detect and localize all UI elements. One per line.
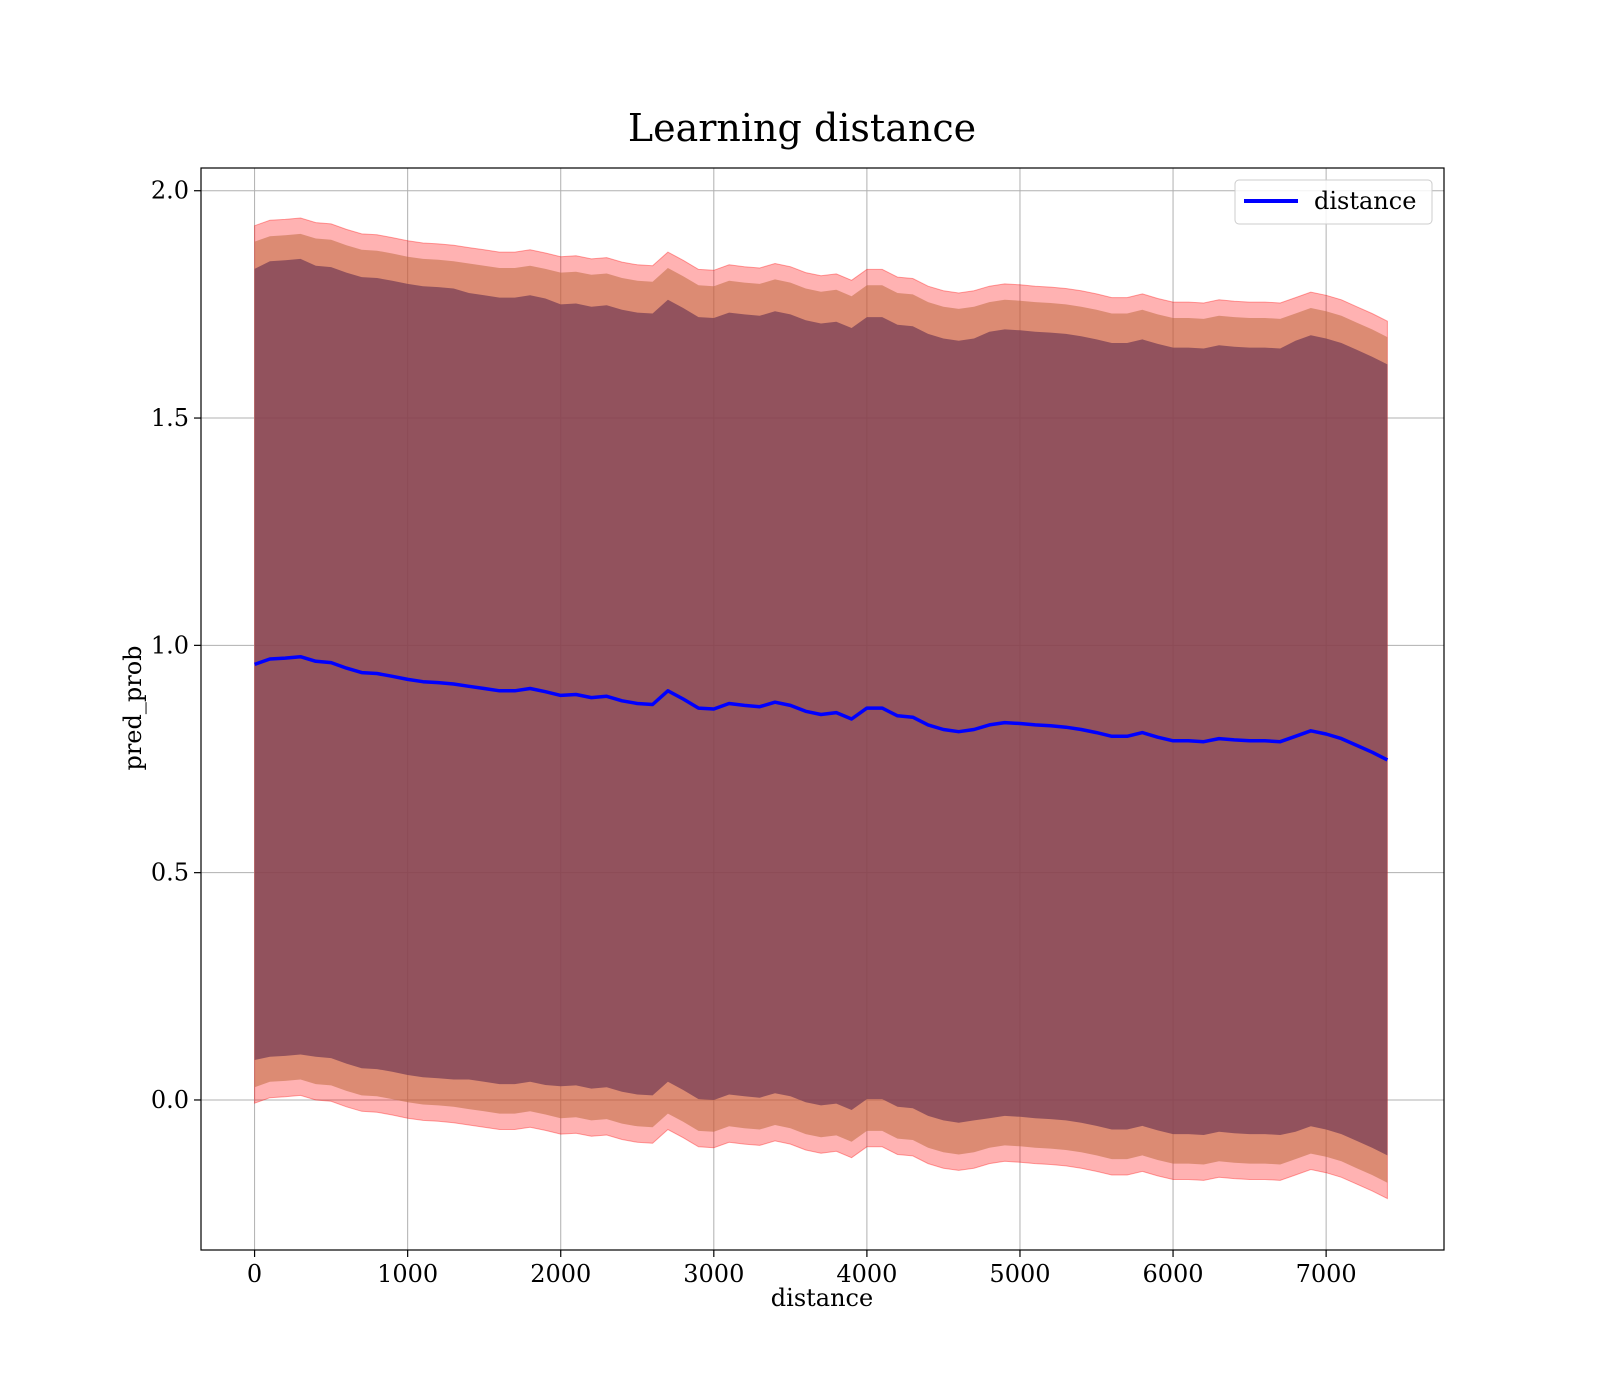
x-tick-label: 7000 bbox=[1296, 1260, 1357, 1288]
y-tick-label: 0.0 bbox=[151, 1086, 189, 1114]
legend: distance bbox=[1234, 179, 1433, 225]
distance-series-line bbox=[254, 654, 1389, 762]
x-tick-label: 2000 bbox=[530, 1260, 591, 1288]
chart-title: Learning distance bbox=[628, 106, 976, 150]
x-tick-label: 0 bbox=[247, 1260, 262, 1288]
y-tick-label: 1.0 bbox=[151, 631, 189, 659]
x-tick-label: 6000 bbox=[1143, 1260, 1204, 1288]
x-axis-ticks: 0 1000 2000 3000 4000 5000 6000 7000 bbox=[247, 1250, 1357, 1288]
y-tick-label: 2.0 bbox=[151, 177, 189, 205]
x-axis-label: distance bbox=[771, 1284, 873, 1312]
legend-label: distance bbox=[1314, 187, 1416, 215]
legend-box bbox=[1234, 179, 1433, 225]
x-tick-label: 5000 bbox=[989, 1260, 1050, 1288]
x-tick-label: 4000 bbox=[836, 1260, 897, 1288]
series-lines bbox=[254, 654, 1389, 762]
y-axis-label: pred_prob bbox=[119, 645, 147, 770]
plot-frame bbox=[200, 167, 1445, 1251]
y-axis-ticks: 0.0 0.5 1.0 1.5 2.0 bbox=[151, 177, 201, 1114]
x-tick-label: 1000 bbox=[377, 1260, 438, 1288]
y-tick-label: 1.5 bbox=[151, 404, 189, 432]
uncertainty-bands bbox=[254, 217, 1388, 1200]
band-inner bbox=[254, 258, 1388, 1156]
x-tick-label: 3000 bbox=[683, 1260, 744, 1288]
y-tick-label: 0.5 bbox=[151, 859, 189, 887]
